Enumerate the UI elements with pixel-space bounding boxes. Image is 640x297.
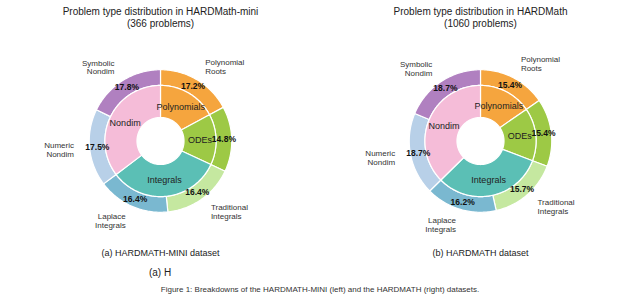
svg-text:15.4%: 15.4%	[498, 80, 523, 90]
svg-text:17.5%: 17.5%	[85, 142, 110, 152]
svg-text:18.7%: 18.7%	[433, 83, 458, 93]
svg-text:NumericNondim: NumericNondim	[365, 149, 395, 167]
svg-text:Problem type distribution in H: Problem type distribution in HARDMath-mi…	[63, 6, 259, 29]
svg-text:(b) HARDMATH dataset: (b) HARDMATH dataset	[433, 248, 529, 258]
svg-text:Nondim: Nondim	[110, 118, 141, 128]
html-text:Figure 1: Breakdowns of the HA: Figure 1: Breakdowns of the HARDMATH-MIN…	[160, 285, 480, 294]
svg-text:17.8%: 17.8%	[115, 82, 140, 92]
svg-text:Problem type distribution in H: Problem type distribution in HARDMath(10…	[394, 6, 568, 29]
svg-text:16.4%: 16.4%	[123, 194, 148, 204]
svg-text:LaplaceIntegrals: LaplaceIntegrals	[425, 216, 456, 234]
svg-text:(a) HARDMATH-MINI dataset: (a) HARDMATH-MINI dataset	[102, 248, 220, 258]
svg-text:SymbolicNondim: SymbolicNondim	[400, 60, 433, 78]
svg-text:Polynomials: Polynomials	[157, 102, 206, 112]
svg-text:TraditionalIntegrals: TraditionalIntegrals	[538, 198, 575, 216]
svg-text:18.7%: 18.7%	[406, 148, 431, 158]
svg-text:16.4%: 16.4%	[185, 187, 210, 197]
svg-text:TraditionalIntegrals: TraditionalIntegrals	[211, 203, 248, 221]
svg-text:14.8%: 14.8%	[212, 134, 237, 144]
svg-text:15.7%: 15.7%	[510, 184, 535, 194]
svg-text:PolynomialRoots: PolynomialRoots	[205, 58, 244, 76]
svg-text:ODEs: ODEs	[508, 131, 533, 141]
svg-text:17.2%: 17.2%	[181, 81, 206, 91]
svg-text:Integrals: Integrals	[471, 175, 506, 185]
svg-text:Integrals: Integrals	[147, 175, 182, 185]
html-text:(a) H: (a) H	[148, 267, 172, 278]
svg-text:Nondim: Nondim	[429, 121, 460, 131]
svg-text:NumericNondim: NumericNondim	[44, 141, 74, 159]
svg-text:Polynomials: Polynomials	[475, 101, 524, 111]
svg-text:SymbolicNondim: SymbolicNondim	[82, 59, 115, 77]
svg-text:ODEs: ODEs	[188, 135, 213, 145]
svg-text:PolynomialRoots: PolynomialRoots	[521, 55, 560, 73]
svg-text:16.2%: 16.2%	[451, 197, 476, 207]
svg-text:15.4%: 15.4%	[531, 128, 556, 138]
svg-text:LaplaceIntegrals: LaplaceIntegrals	[95, 212, 126, 230]
